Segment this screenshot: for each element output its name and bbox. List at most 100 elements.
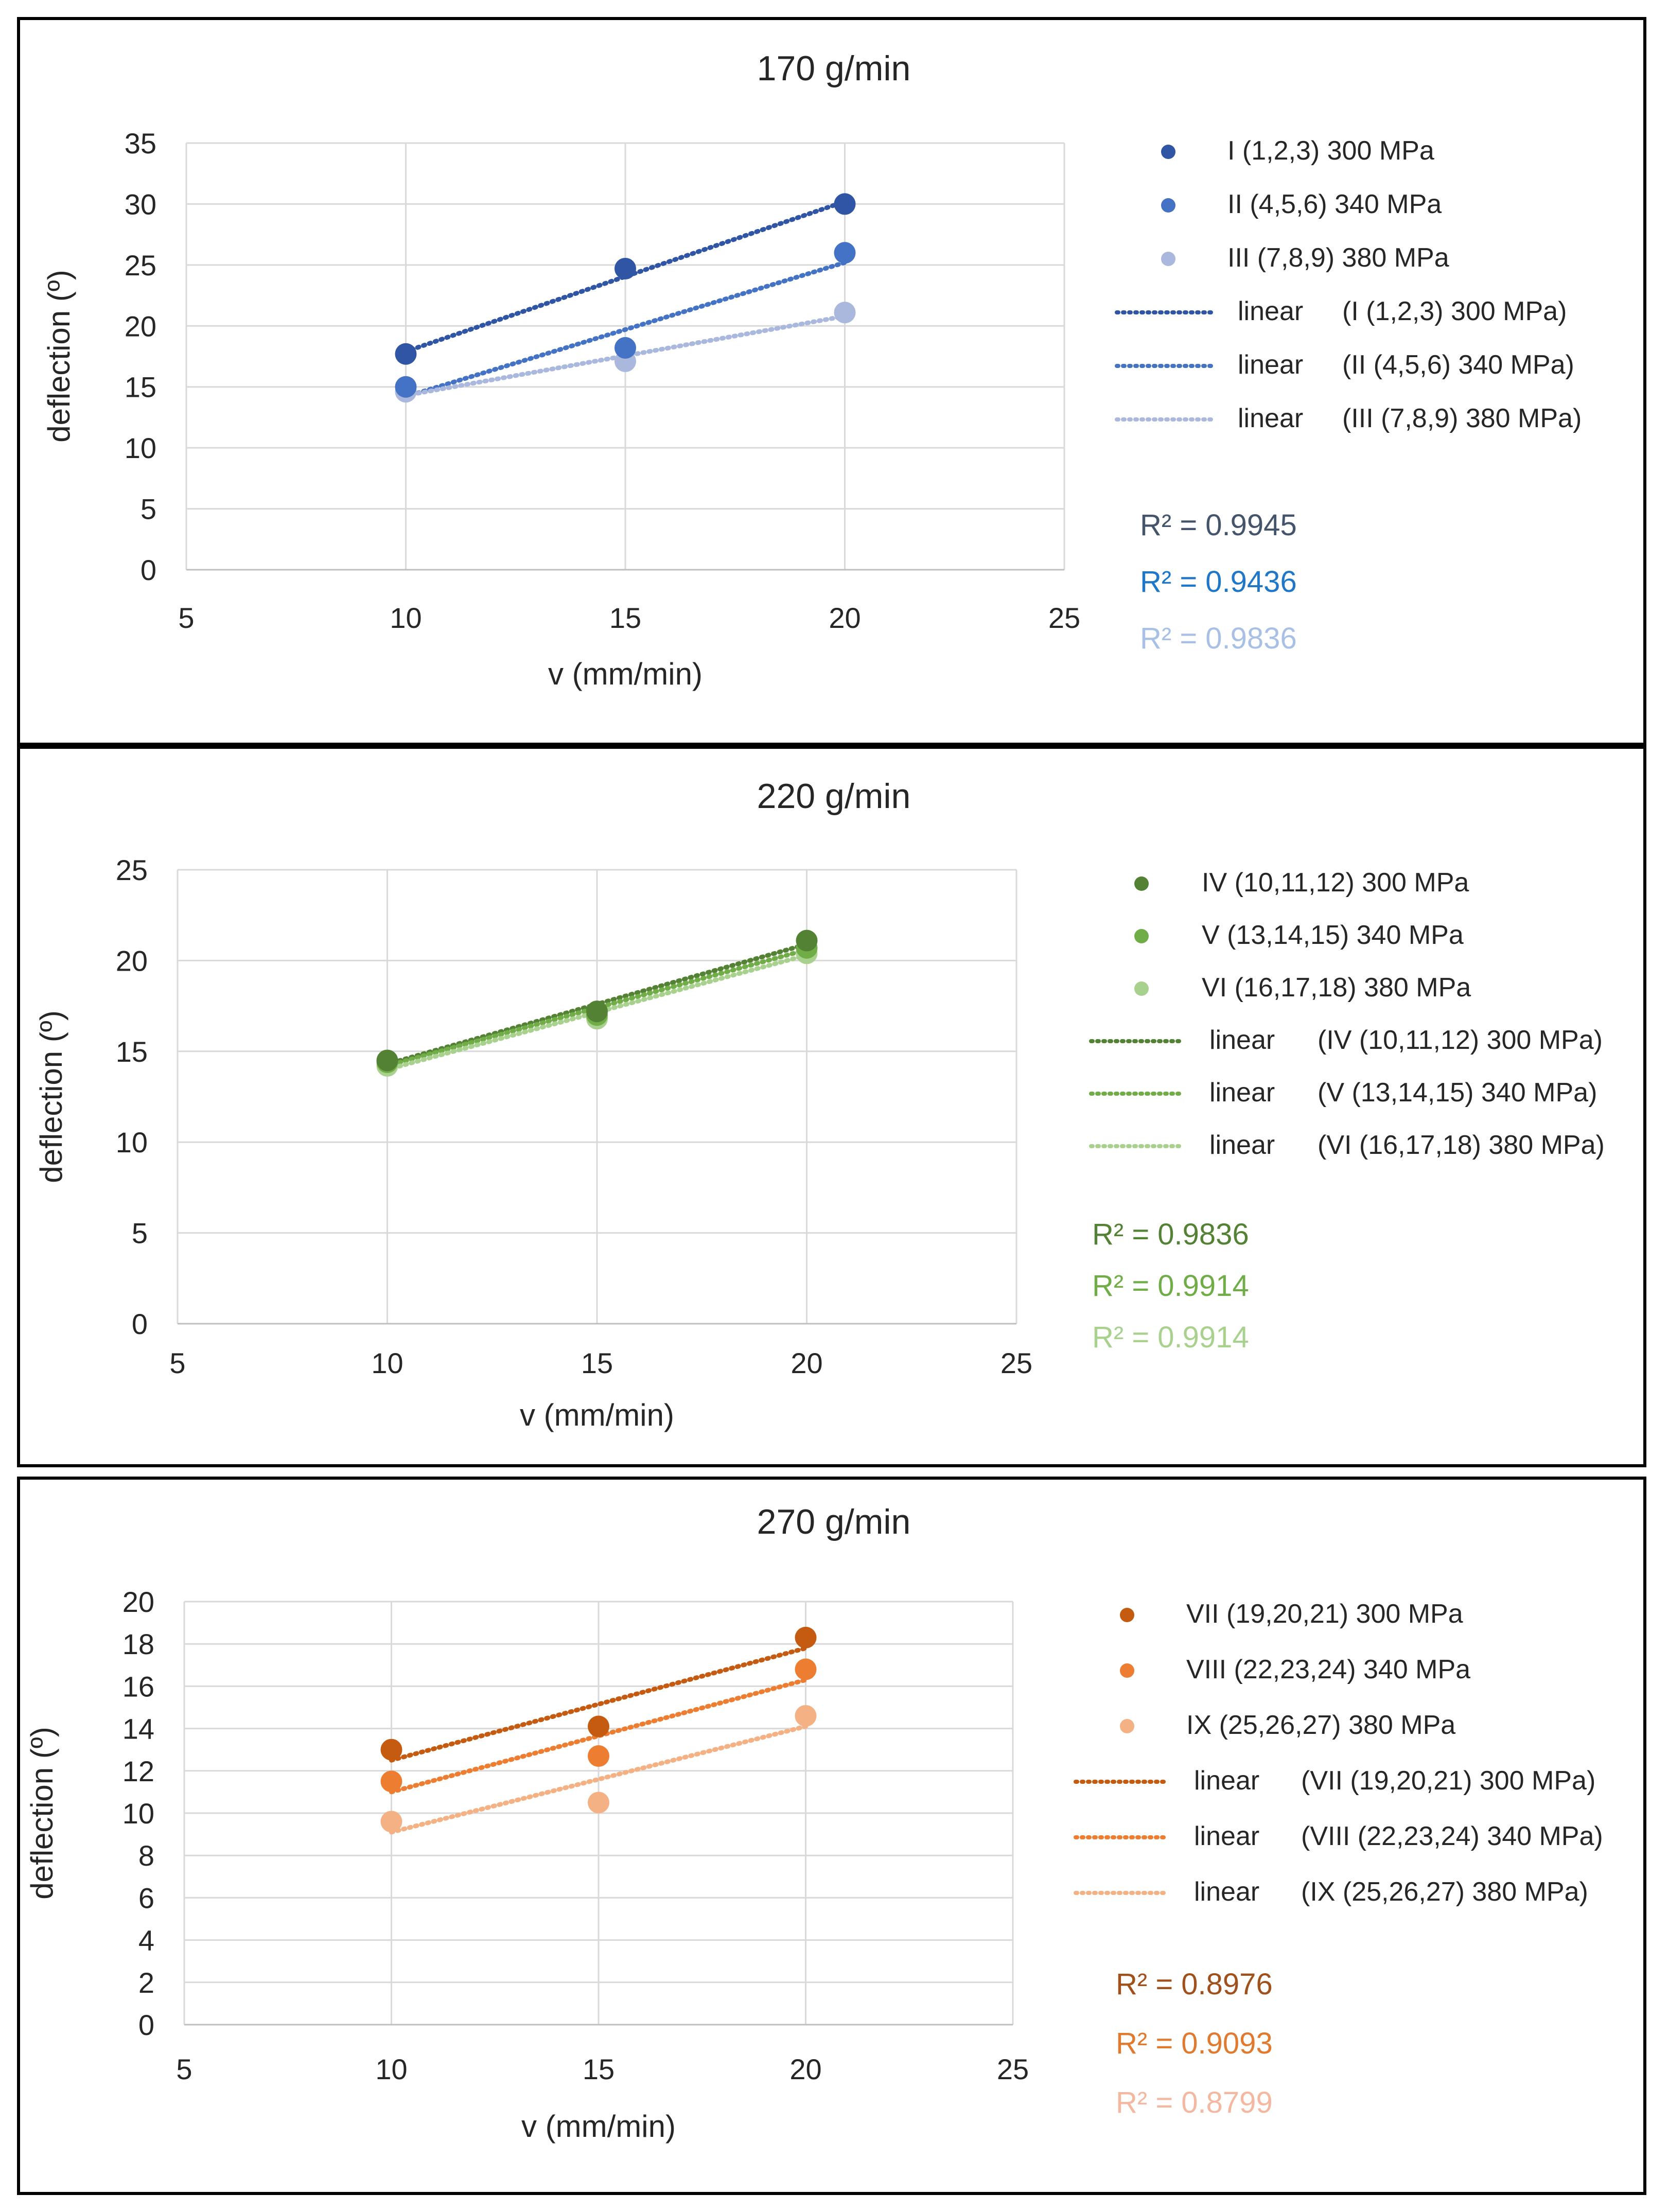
x-tick-label: 10: [371, 1347, 403, 1379]
data-point-series-2: [380, 1770, 402, 1793]
legend-trend-name: (VIII (22,23,24) 340 MPa): [1301, 1821, 1603, 1851]
r-squared-label: R² = 0.9914: [1092, 1269, 1249, 1303]
y-tick-label: 4: [138, 1924, 154, 1957]
trendline-2: [403, 260, 847, 399]
legend-trend-name: (VII (19,20,21) 300 MPa): [1301, 1766, 1595, 1796]
legend-marker: [1120, 1663, 1134, 1678]
x-axis-title: v (mm/min): [520, 1398, 674, 1432]
r-squared-label: R² = 0.9945: [1140, 508, 1297, 542]
x-tick-label: 20: [829, 602, 861, 634]
r-squared-label: R² = 0.9093: [1116, 2027, 1273, 2060]
legend-label: VI (16,17,18) 380 MPa: [1202, 973, 1471, 1003]
legend-label: IX (25,26,27) 380 MPa: [1186, 1710, 1455, 1740]
legend-trend-label: linear: [1194, 1821, 1259, 1851]
x-axis-title: v (mm/min): [521, 2109, 676, 2144]
y-tick-label: 20: [116, 944, 148, 977]
y-tick-label: 20: [125, 310, 156, 342]
x-tick-label: 25: [1048, 602, 1080, 634]
r-squared-label: R² = 0.9914: [1092, 1321, 1249, 1354]
r-squared-label: R² = 0.8799: [1116, 2086, 1273, 2119]
legend-trend-label: linear: [1194, 1877, 1259, 1907]
legend-marker: [1120, 1608, 1134, 1622]
legend-label: V (13,14,15) 340 MPa: [1202, 920, 1464, 950]
y-tick-label: 25: [125, 249, 156, 282]
data-point-series-1: [586, 1000, 608, 1023]
legend: IV (10,11,12) 300 MPa V (13,14,15) 340 MP…: [1089, 868, 1605, 1160]
y-tick-label: 14: [122, 1713, 154, 1745]
legend-trend-name: (IV (10,11,12) 300 MPa): [1318, 1025, 1603, 1055]
data-point-series-3: [834, 302, 856, 324]
legend-trend-name: (IX (25,26,27) 380 MPa): [1301, 1877, 1588, 1907]
y-tick-label: 8: [138, 1839, 154, 1872]
y-tick-label: 10: [116, 1126, 148, 1158]
data-point-series-1: [614, 257, 636, 279]
y-tick-label: 15: [125, 371, 156, 403]
data-point-series-2: [395, 376, 417, 398]
y-tick-label: 25: [116, 854, 148, 886]
data-point-series-3: [795, 1705, 817, 1727]
r-squared-label: R² = 0.9836: [1140, 622, 1297, 655]
data-point-series-2: [795, 1658, 817, 1680]
legend-label: VII (19,20,21) 300 MPa: [1186, 1599, 1463, 1629]
legend-trend-name: (I (1,2,3) 300 MPa): [1342, 296, 1567, 326]
x-tick-label: 5: [169, 1347, 185, 1379]
legend-marker: [1161, 198, 1175, 213]
chart-title: 170 g/min: [757, 49, 911, 88]
legend-trend-label: linear: [1238, 350, 1303, 380]
data-point-series-1: [395, 343, 417, 365]
y-tick-label: 0: [138, 2009, 154, 2041]
y-tick-label: 20: [122, 1586, 154, 1618]
legend-label: I (1,2,3) 300 MPa: [1227, 136, 1434, 166]
x-axis-title: v (mm/min): [548, 657, 703, 691]
x-tick-label: 10: [390, 602, 422, 634]
legend-label: IV (10,11,12) 300 MPa: [1202, 868, 1469, 898]
y-axis-title: deflection (º): [42, 270, 76, 442]
y-axis-title: deflection (º): [34, 1010, 68, 1183]
y-tick-label: 5: [141, 493, 156, 525]
r-squared-label: R² = 0.9836: [1092, 1218, 1249, 1251]
data-point-series-1: [376, 1049, 398, 1072]
legend-trend-name: (II (4,5,6) 340 MPa): [1342, 350, 1574, 380]
data-point-series-3: [588, 1792, 609, 1814]
data-point-series-1: [380, 1739, 402, 1761]
y-tick-label: 16: [122, 1670, 154, 1702]
legend-trend-name: (III (7,8,9) 380 MPa): [1342, 403, 1582, 433]
legend-marker: [1134, 929, 1149, 943]
data-point-series-1: [795, 1626, 817, 1648]
panel-frame: [17, 17, 1646, 746]
x-tick-label: 15: [609, 602, 641, 634]
data-point-series-1: [588, 1715, 609, 1737]
x-tick-label: 5: [176, 2053, 192, 2085]
r-squared-label: R² = 0.9436: [1140, 565, 1297, 599]
legend-marker: [1134, 981, 1149, 996]
panel-frame: [17, 746, 1646, 1467]
x-tick-label: 5: [178, 602, 194, 634]
y-axis-title: deflection (º): [25, 1727, 59, 1899]
y-tick-label: 10: [122, 1797, 154, 1830]
y-tick-label: 10: [125, 432, 156, 464]
legend-marker: [1134, 876, 1149, 891]
data-point-series-2: [614, 337, 636, 359]
legend-trend-label: linear: [1194, 1766, 1259, 1796]
r-squared-label: R² = 0.8976: [1116, 1968, 1273, 2001]
legend-trend-label: linear: [1238, 403, 1303, 433]
legend: VII (19,20,21) 300 MPa VIII (22,23,24) 34…: [1074, 1599, 1603, 1907]
y-tick-label: 0: [132, 1308, 148, 1340]
x-tick-label: 25: [997, 2053, 1029, 2085]
legend-marker: [1120, 1719, 1134, 1733]
trendline-3: [389, 1724, 808, 1835]
y-tick-label: 15: [116, 1035, 148, 1068]
legend-trend-label: linear: [1209, 1130, 1275, 1160]
legend-label: II (4,5,6) 340 MPa: [1227, 189, 1442, 219]
data-point-series-2: [588, 1745, 609, 1767]
x-tick-label: 20: [791, 1347, 822, 1379]
data-point-series-1: [796, 929, 818, 952]
x-tick-label: 15: [581, 1347, 613, 1379]
legend-trend-name: (V (13,14,15) 340 MPa): [1318, 1078, 1597, 1108]
data-point-series-3: [380, 1811, 402, 1833]
legend-trend-name: (VI (16,17,18) 380 MPa): [1318, 1130, 1605, 1160]
y-tick-label: 5: [132, 1217, 148, 1250]
legend: I (1,2,3) 300 MPa II (4,5,6) 340 MPa III (…: [1115, 136, 1582, 433]
